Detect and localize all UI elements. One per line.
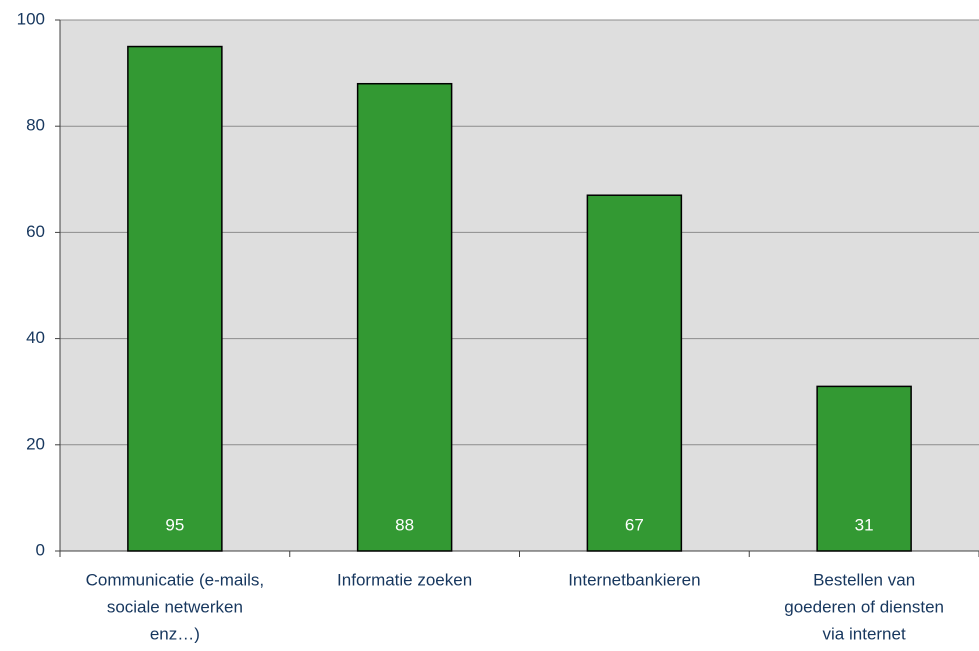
x-tick-label: via internet bbox=[823, 624, 906, 643]
data-label: 88 bbox=[395, 515, 414, 534]
x-tick-label: Internetbankieren bbox=[568, 570, 700, 589]
y-tick-label: 20 bbox=[26, 434, 45, 453]
x-tick-label: sociale netwerken bbox=[107, 597, 243, 616]
x-tick-label: enz…) bbox=[150, 624, 200, 643]
y-tick-label: 60 bbox=[26, 222, 45, 241]
bar bbox=[816, 385, 912, 552]
bar bbox=[127, 45, 223, 552]
x-tick-label: goederen of diensten bbox=[784, 597, 944, 616]
y-tick-label: 0 bbox=[36, 540, 45, 559]
bar bbox=[586, 194, 683, 552]
x-tick-label: Bestellen van bbox=[813, 570, 915, 589]
data-label: 95 bbox=[165, 515, 184, 534]
y-tick-label: 80 bbox=[26, 116, 45, 135]
y-tick-label: 40 bbox=[26, 328, 45, 347]
y-tick-label: 100 bbox=[17, 9, 45, 28]
bar bbox=[356, 82, 453, 552]
data-label: 31 bbox=[855, 515, 874, 534]
x-tick-label: Informatie zoeken bbox=[337, 570, 472, 589]
data-label: 67 bbox=[625, 515, 644, 534]
x-tick-label: Communicatie (e-mails, bbox=[86, 570, 265, 589]
